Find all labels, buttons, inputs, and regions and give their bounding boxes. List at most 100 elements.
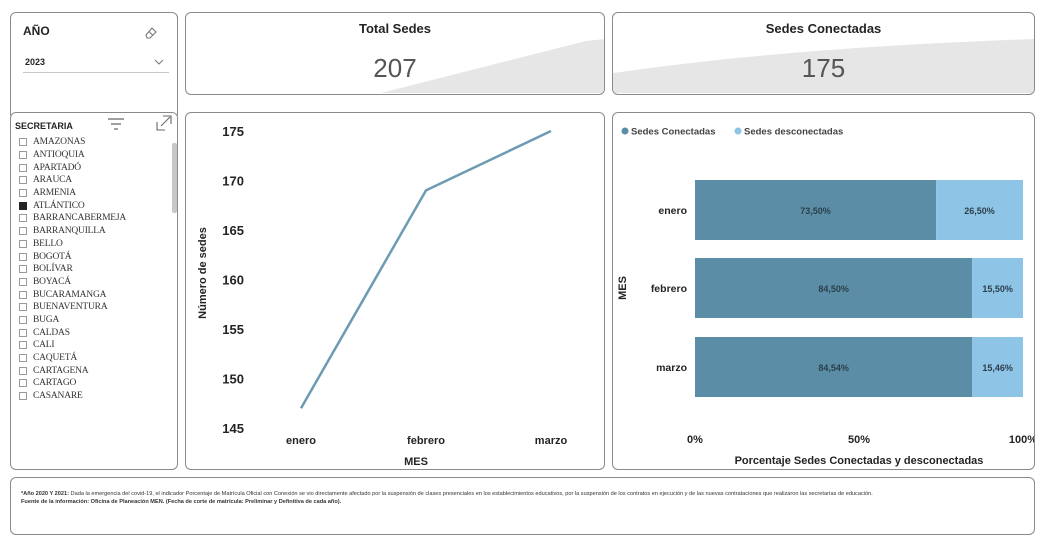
checkbox[interactable] xyxy=(19,189,27,198)
more-options-icon[interactable] xyxy=(133,112,147,115)
secretaria-item[interactable]: BOLÍVAR xyxy=(19,263,167,276)
focus-mode-icon[interactable] xyxy=(155,114,173,132)
checkbox[interactable] xyxy=(19,151,27,160)
y-tick-label: 155 xyxy=(222,322,244,337)
x-tick-label: marzo xyxy=(535,435,568,447)
checkbox[interactable] xyxy=(19,379,27,388)
line-chart-numero-sedes: 175 170 165 160 155 150 145 enero febrero marzo ME… xyxy=(185,112,605,470)
bar-chart-svg: Sedes Conectadas Sedes desconectadas enero… xyxy=(617,127,1035,468)
legend-label: Sedes desconectadas xyxy=(744,127,843,138)
bar-segment xyxy=(695,180,937,240)
secretaria-item[interactable]: CALI xyxy=(19,339,167,352)
secretaria-item[interactable]: BOGOTÁ xyxy=(19,250,167,263)
secretaria-item-label: CARTAGO xyxy=(33,378,77,389)
secretaria-item-label: CALDAS xyxy=(33,327,70,338)
secretaria-item[interactable]: ANTIOQUIA xyxy=(19,149,167,162)
secretaria-item-label: BARRANQUILLA xyxy=(33,226,106,237)
checkbox[interactable] xyxy=(19,290,27,299)
secretaria-item[interactable]: BUCARAMANGA xyxy=(19,288,167,301)
checkbox[interactable] xyxy=(19,303,27,312)
secretaria-item[interactable]: AMAZONAS xyxy=(19,136,167,149)
checkbox[interactable] xyxy=(19,265,27,274)
y-axis-label: Número de sedes xyxy=(197,227,209,319)
secretaria-slicer: SECRETARIA AMAZONAS ANTIOQUIA APARTADÓ ARAU… xyxy=(10,112,178,470)
checkbox[interactable] xyxy=(19,354,27,363)
kpi-sparkline-area xyxy=(613,39,1034,93)
kpi-value: 207 xyxy=(373,53,417,83)
secretaria-item[interactable]: CALDAS xyxy=(19,326,167,339)
checkbox[interactable] xyxy=(19,341,27,350)
kpi-value: 175 xyxy=(801,53,846,83)
bar-segment xyxy=(972,258,1023,318)
x-tick-label: 50% xyxy=(848,434,870,446)
year-dropdown[interactable]: 2023 xyxy=(23,53,169,73)
secretaria-item[interactable]: CARTAGENA xyxy=(19,364,167,377)
checkbox[interactable] xyxy=(19,163,27,172)
checkbox[interactable] xyxy=(19,227,27,236)
bar-chart-porcentaje-sedes: Sedes Conectadas Sedes desconectadas enero… xyxy=(612,112,1035,470)
checkbox[interactable] xyxy=(19,366,27,375)
chevron-down-icon xyxy=(154,59,164,65)
secretaria-item[interactable]: BELLO xyxy=(19,238,167,251)
year-slicer-title: AÑO xyxy=(23,24,50,38)
secretaria-item[interactable]: ATLÁNTICO xyxy=(19,199,167,212)
checkbox[interactable] xyxy=(19,214,27,223)
checkbox[interactable] xyxy=(19,176,27,185)
secretaria-list: AMAZONAS ANTIOQUIA APARTADÓ ARAUCA ARMENIA AT… xyxy=(19,136,167,468)
data-label: 73,50% xyxy=(800,206,831,216)
secretaria-item[interactable]: CAQUETÁ xyxy=(19,352,167,365)
kpi-sparkline-area xyxy=(381,39,604,93)
checkbox[interactable] xyxy=(19,252,27,261)
data-label: 84,50% xyxy=(818,284,849,294)
x-tick-label: enero xyxy=(286,435,316,447)
line-series xyxy=(299,129,552,409)
y-axis-label: MES xyxy=(617,276,629,300)
secretaria-item[interactable]: BARRANCABERMEJA xyxy=(19,212,167,225)
secretaria-item-label: ARMENIA xyxy=(33,188,76,199)
y-tick-label: 175 xyxy=(222,124,244,139)
data-label: 15,46% xyxy=(982,363,1013,373)
secretaria-item-label: BARRANCABERMEJA xyxy=(33,213,127,224)
y-tick-label: febrero xyxy=(651,283,687,295)
checkbox[interactable] xyxy=(19,201,27,210)
footnote-body: Dada la emergencia del covid-19, el indi… xyxy=(69,491,873,497)
visual-header-toolbar xyxy=(107,113,177,137)
secretaria-item[interactable]: BUENAVENTURA xyxy=(19,301,167,314)
secretaria-item-label: BUGA xyxy=(33,314,60,325)
y-tick-label: 145 xyxy=(222,421,244,436)
secretaria-item-label: BOGOTÁ xyxy=(33,251,72,262)
eraser-icon[interactable] xyxy=(143,24,159,40)
checkbox[interactable] xyxy=(19,328,27,337)
secretaria-item-label: CALI xyxy=(33,340,55,351)
year-selected-value: 2023 xyxy=(25,57,46,67)
checkbox[interactable] xyxy=(19,239,27,248)
secretaria-item[interactable]: CASANARE xyxy=(19,390,167,403)
secretaria-item[interactable]: CARTAGO xyxy=(19,377,167,390)
secretaria-item[interactable]: ARMENIA xyxy=(19,187,167,200)
secretaria-item-label: ATLÁNTICO xyxy=(33,200,85,211)
secretaria-item[interactable]: ARAUCA xyxy=(19,174,167,187)
secretaria-item[interactable]: BUGA xyxy=(19,314,167,327)
data-label: 15,50% xyxy=(982,284,1013,294)
y-tick-label: 150 xyxy=(222,372,244,387)
secretaria-item[interactable]: APARTADÓ xyxy=(19,161,167,174)
footnote-source: Fuente de la información: Oficina de Pla… xyxy=(21,499,342,506)
secretaria-item[interactable]: BARRANQUILLA xyxy=(19,225,167,238)
y-tick-label: 160 xyxy=(222,273,244,288)
checkbox[interactable] xyxy=(19,277,27,286)
secretaria-item-label: BUENAVENTURA xyxy=(33,302,108,313)
secretaria-item[interactable]: BOYACÁ xyxy=(19,276,167,289)
y-tick-label: marzo xyxy=(656,362,687,374)
scrollbar[interactable] xyxy=(172,143,177,213)
x-axis-label: Porcentaje Sedes Conectadas y desconecta… xyxy=(735,455,984,467)
checkbox[interactable] xyxy=(19,315,27,324)
bar-segment xyxy=(972,337,1023,397)
checkbox[interactable] xyxy=(19,392,27,401)
footnote-lead: *Año 2020 Y 2021: xyxy=(21,491,69,497)
checkbox[interactable] xyxy=(19,138,27,147)
secretaria-slicer-title: SECRETARIA xyxy=(15,121,73,131)
x-tick-label: febrero xyxy=(407,435,445,447)
x-tick-label: 100% xyxy=(1009,434,1035,446)
filter-icon[interactable] xyxy=(107,117,125,131)
kpi-title: Total Sedes xyxy=(358,21,431,36)
